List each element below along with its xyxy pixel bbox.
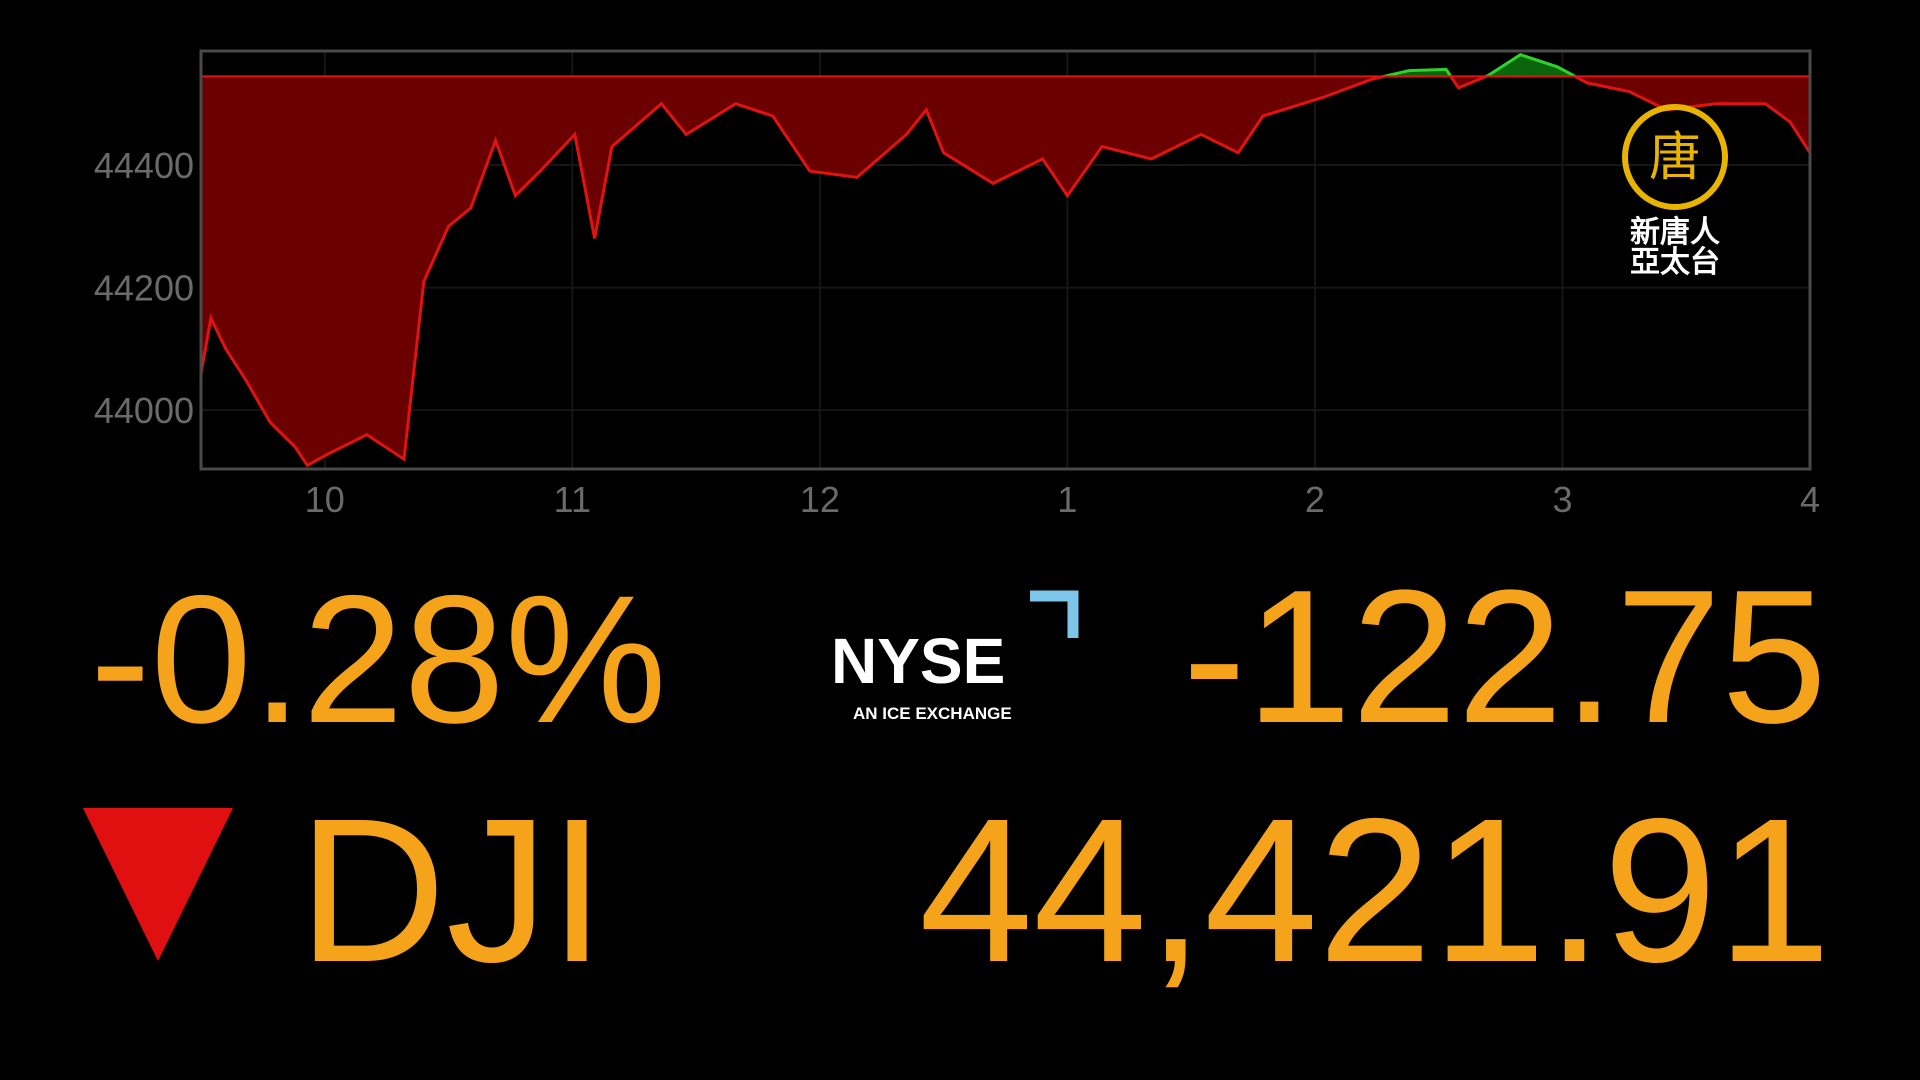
x-tick-label: 1 [1057,479,1077,520]
symbol: DJI [298,776,606,1005]
channel-logo: 唐 新唐人 亞太台 [1622,104,1728,279]
y-tick-label: 44000 [94,390,194,431]
y-tick-label: 44400 [94,145,194,186]
line-below [201,76,1810,468]
x-tick-label: 11 [554,479,591,520]
x-tick-label: 10 [305,479,345,520]
percent-change: -0.28% [90,557,667,761]
channel-line1: 新唐人 [1630,215,1720,249]
exchange-tagline: AN ICE EXCHANGE [853,704,1012,723]
x-tick-label: 3 [1552,479,1572,520]
price: 44,421.91 [919,776,1831,1005]
emblem: 唐 [1649,129,1701,187]
point-change: -122.75 [1183,551,1827,763]
down-arrow [83,808,233,961]
x-tick-label: 12 [800,479,840,520]
plot-frame [199,49,1812,471]
x-tick-label: 4 [1800,479,1820,520]
area-below [201,76,1810,466]
logo-bracket [1030,590,1079,638]
channel-line2: 亞太台 [1630,245,1720,279]
x-tick-label: 2 [1305,479,1325,520]
emblem-ring [1622,104,1728,210]
y-tick-label: 44200 [94,268,194,309]
line-above [1377,53,1579,77]
exchange-name: NYSE [831,625,1005,697]
exchange-logo: NYSE AN ICE EXCHANGE [831,590,1079,723]
